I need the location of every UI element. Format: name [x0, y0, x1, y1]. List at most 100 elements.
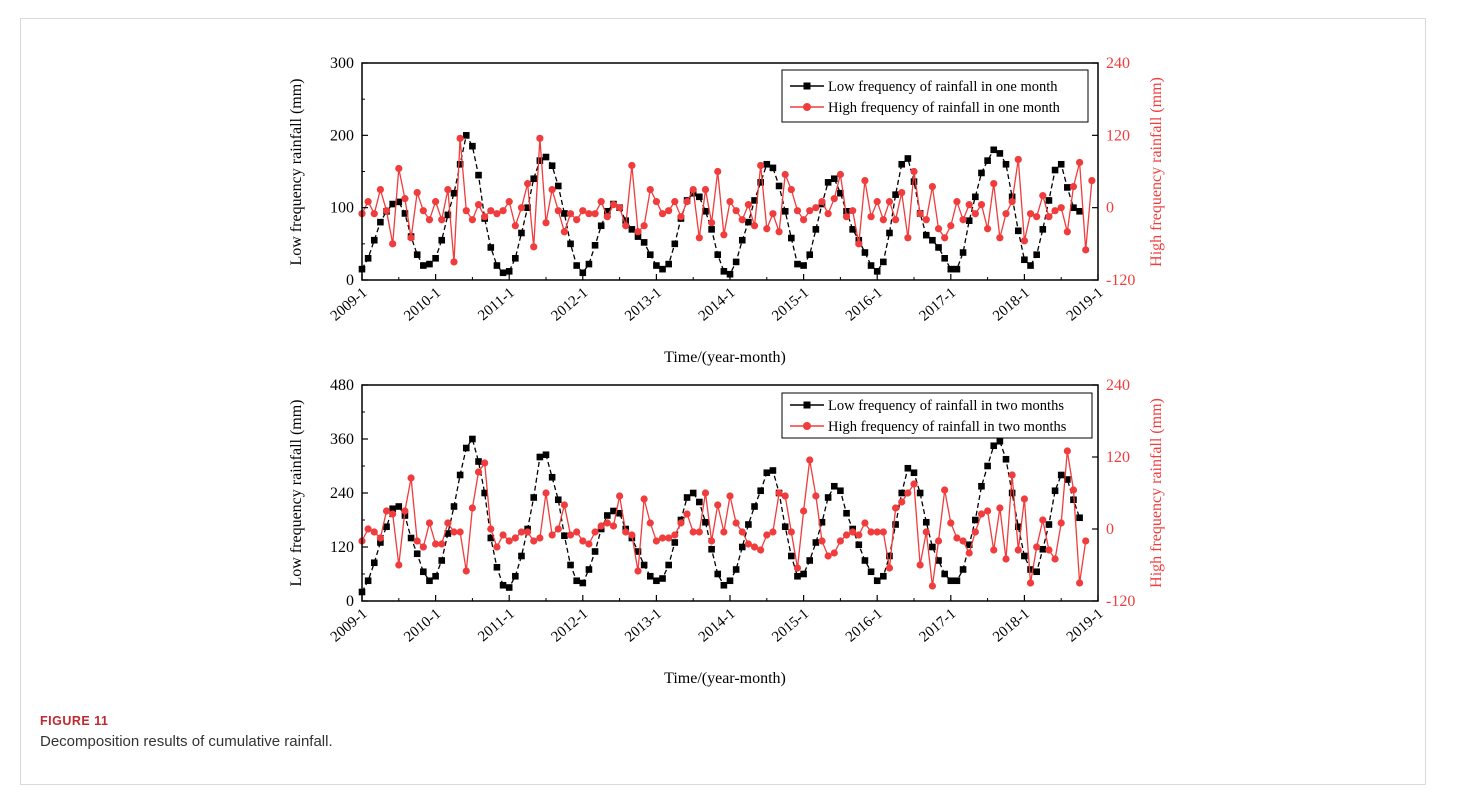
low-frequency-point: [426, 577, 433, 585]
high-frequency-series: [358, 447, 1090, 590]
low-frequency-point: [512, 255, 519, 262]
high-frequency-point: [849, 207, 857, 215]
low-frequency-point: [591, 548, 599, 555]
high-frequency-point: [487, 525, 495, 533]
low-frequency-point: [456, 471, 464, 479]
low-frequency-point: [444, 211, 452, 219]
high-frequency-point: [462, 207, 470, 215]
high-frequency-point: [609, 522, 618, 530]
high-frequency-point: [665, 207, 673, 215]
low-frequency-series: [358, 132, 1083, 278]
high-frequency-point: [634, 567, 642, 575]
high-frequency-point: [646, 185, 654, 194]
y-axis-title: Low frequency rainfall (mm): [288, 78, 305, 265]
low-frequency-point: [824, 179, 832, 186]
low-frequency-point: [1039, 226, 1047, 233]
low-frequency-point: [646, 251, 654, 258]
high-frequency-point: [812, 204, 820, 212]
low-frequency-point: [929, 236, 936, 244]
low-frequency-point: [536, 453, 544, 461]
low-frequency-point: [953, 265, 961, 273]
high-frequency-point: [517, 528, 526, 536]
low-frequency-point: [806, 251, 814, 258]
legend: Low frequency of rainfall in one month H…: [781, 69, 1089, 123]
low-frequency-point: [910, 178, 918, 185]
high-frequency-point: [597, 198, 605, 206]
low-frequency-point: [1064, 184, 1071, 191]
low-frequency-point: [450, 189, 458, 197]
high-frequency-point: [1002, 210, 1010, 218]
high-frequency-point: [977, 201, 986, 209]
low-frequency-point: [554, 182, 562, 190]
low-frequency-point: [597, 222, 605, 230]
y2-tick-label: 240: [1106, 55, 1130, 72]
high-frequency-point: [493, 543, 501, 551]
low-frequency-point: [1051, 487, 1059, 495]
low-frequency-point: [996, 150, 1004, 157]
low-frequency-point: [487, 534, 495, 542]
high-frequency-point: [683, 510, 691, 518]
low-frequency-point: [800, 570, 807, 578]
high-frequency-point: [524, 528, 532, 536]
low-frequency-point: [843, 207, 850, 215]
low-frequency-point: [873, 577, 881, 585]
x-tick-label: 2017-1: [917, 606, 960, 646]
x-tick-label: 2015-1: [769, 285, 812, 325]
high-frequency-point: [996, 504, 1004, 512]
low-frequency-point: [548, 473, 556, 481]
low-frequency-point: [426, 260, 433, 268]
x-tick-label: 2017-1: [917, 285, 960, 325]
low-frequency-point: [947, 577, 955, 585]
high-frequency-point: [1008, 198, 1016, 206]
high-frequency-point: [370, 528, 378, 536]
high-frequency-point: [867, 528, 875, 536]
y2-tick-label: 120: [1106, 127, 1130, 144]
high-frequency-point: [824, 210, 832, 218]
high-frequency-point: [800, 216, 808, 224]
low-frequency-point: [469, 435, 476, 443]
low-frequency-point: [475, 171, 482, 179]
low-frequency-point: [708, 226, 715, 233]
low-frequency-point: [548, 162, 556, 170]
high-frequency-point: [524, 179, 532, 188]
low-frequency-point: [818, 518, 826, 526]
high-frequency-point: [603, 213, 611, 221]
legend-box: [781, 392, 1093, 439]
low-frequency-point: [922, 231, 930, 239]
low-frequency-point: [481, 489, 488, 497]
low-frequency-point: [959, 249, 967, 256]
x-tick-label: 2009-1: [328, 285, 371, 325]
x-tick-label: 2009-1: [328, 606, 371, 646]
x-axis-title: Time/(year-month): [664, 349, 786, 366]
high-frequency-point: [517, 204, 526, 212]
high-frequency-point: [959, 537, 967, 545]
low-frequency-point: [965, 541, 973, 549]
high-frequency-point: [830, 195, 838, 203]
low-frequency-point: [972, 516, 979, 524]
high-frequency-point: [1063, 228, 1071, 236]
high-frequency-point: [1039, 516, 1047, 524]
low-frequency-point: [1021, 552, 1028, 560]
low-frequency-point: [867, 568, 875, 576]
y-tick-label: 100: [330, 200, 354, 217]
high-frequency-point: [425, 519, 434, 527]
low-frequency-point: [812, 226, 820, 233]
low-frequency-point: [604, 207, 611, 215]
low-frequency-point: [1039, 545, 1047, 553]
low-frequency-point: [370, 559, 378, 567]
low-frequency-point: [518, 552, 525, 560]
low-frequency-point: [751, 197, 758, 204]
high-frequency-point: [953, 534, 961, 542]
low-frequency-point: [904, 464, 912, 472]
high-frequency-point: [1051, 555, 1059, 563]
high-frequency-point: [444, 519, 452, 527]
y-tick-label: 300: [330, 55, 354, 72]
high-frequency-point: [971, 210, 979, 218]
x-axis-ticks: 2009-1 2010-1 2011-1 2012-1 2013-1 2014-1 2015…: [328, 274, 1107, 324]
low-frequency-point: [972, 193, 979, 201]
high-frequency-point: [879, 528, 887, 536]
high-frequency-point: [579, 207, 587, 215]
low-frequency-point: [499, 581, 507, 589]
y2-tick-label: 120: [1106, 449, 1130, 466]
low-frequency-point: [837, 487, 844, 495]
